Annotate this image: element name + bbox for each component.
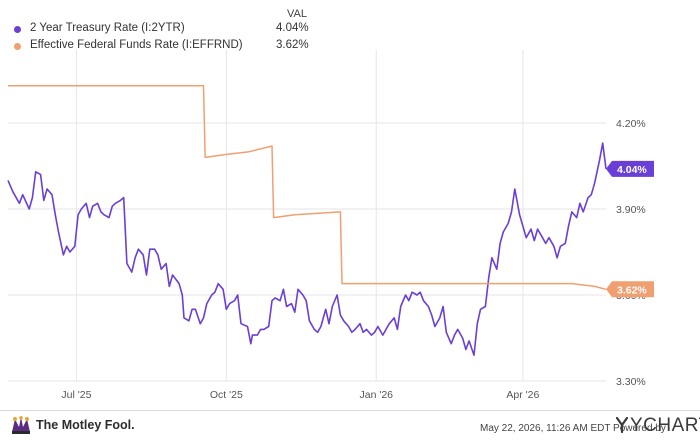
footer-divider [0,410,700,411]
legend-dot-fedfunds [14,43,21,50]
end-label-tag [606,281,654,298]
legend-dot-treasury [14,26,21,33]
motley-fool-wordmark: The Motley Fool. [36,418,135,432]
legend-value-treasury: 4.04% [276,22,309,34]
legend-label-fedfunds: Effective Federal Funds Rate (I:EFFRND) [30,39,243,51]
x-tick-label: Oct '25 [210,389,243,401]
ycharts-wordmark: YCHARTS [630,415,700,436]
x-tick-label: Apr '26 [506,389,539,401]
x-tick-label: Jan '26 [359,389,393,401]
legend-item-fedfunds[interactable]: Effective Federal Funds Rate (I:EFFRND) … [14,39,344,55]
legend-value-fedfunds: 3.62% [276,39,309,51]
x-tick-label: Jul '25 [61,389,91,401]
end-label-fedfunds: 3.62% [606,281,654,298]
end-label-tag [606,160,654,177]
jester-hat-icon [12,416,30,434]
series-line-fedfunds [8,85,607,291]
ycharts-y-icon [616,417,628,433]
legend-item-treasury[interactable]: 2 Year Treasury Rate (I:2YTR) 4.04% [14,22,344,38]
y-tick-label: 4.20% [616,118,646,130]
end-label-text: 3.62% [617,284,647,296]
legend-value-header: VAL [287,8,307,20]
end-label-text: 4.04% [617,164,647,176]
end-label-treasury: 4.04% [606,160,654,177]
y-tick-label: 3.90% [616,204,646,216]
ycharts-logo[interactable]: YCHARTS [616,415,700,437]
timestamp: May 22, 2026, 11:26 AM EDT Powered by [480,423,666,434]
y-tick-label: 3.30% [616,376,646,388]
legend-label-treasury: 2 Year Treasury Rate (I:2YTR) [30,22,185,34]
series-line-treasury [7,142,607,356]
